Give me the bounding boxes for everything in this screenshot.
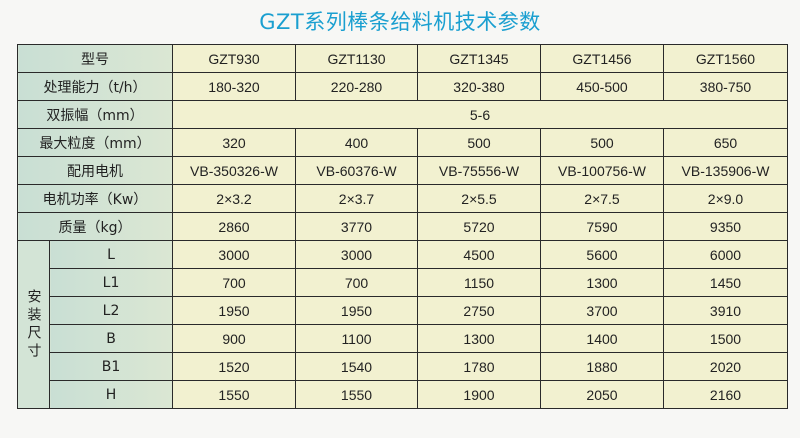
table-row: 双振幅（mm） 5-6: [17, 100, 788, 129]
row-label: 型号: [17, 44, 173, 73]
value-cell: 900: [172, 324, 296, 353]
value-cell: 6000: [663, 240, 788, 269]
value-cell: 1450: [663, 268, 788, 297]
row-label: 质量（kg）: [17, 212, 173, 241]
value-cell: 2×7.5: [540, 184, 664, 213]
value-cell: 1540: [295, 352, 418, 381]
install-row: 安装尺寸 L 3000 3000 4500 5600 6000: [17, 240, 788, 409]
value-cell: 1880: [540, 352, 664, 381]
install-row: B 900 1100 1300 1400 1500: [18, 324, 788, 353]
value-cell: 1400: [540, 324, 664, 353]
model-header: GZT1345: [417, 44, 541, 73]
table-row: 配用电机 VB-350326-W VB-60376-W VB-75556-W VB-10…: [17, 156, 788, 185]
value-cell: 180-320: [172, 72, 296, 101]
model-header: GZT1560: [663, 44, 788, 73]
model-header: GZT1130: [295, 44, 418, 73]
value-cell: VB-350326-W: [172, 156, 296, 185]
value-cell: 2750: [417, 296, 541, 325]
value-cell: 2050: [540, 380, 664, 409]
value-cell: 9350: [663, 212, 788, 241]
value-cell: 3910: [663, 296, 788, 325]
value-cell: VB-75556-W: [417, 156, 541, 185]
value-cell: 1520: [172, 352, 296, 381]
value-cell: 2×5.5: [417, 184, 541, 213]
table-row: 处理能力（t/h） 180-320 220-280 320-380 450-500 380…: [17, 72, 788, 101]
value-cell: VB-135906-W: [663, 156, 788, 185]
value-cell: 1300: [417, 324, 541, 353]
value-cell: 1550: [295, 380, 418, 409]
value-cell: 2020: [663, 352, 788, 381]
value-cell: 1500: [663, 324, 788, 353]
row-label: 电机功率（Kw）: [17, 184, 173, 213]
value-cell: 7590: [540, 212, 664, 241]
value-cell: 1100: [295, 324, 418, 353]
value-cell: 320: [172, 128, 296, 157]
table-row: 质量（kg） 2860 3770 5720 7590 9350: [17, 212, 788, 241]
row-label: L2: [49, 296, 173, 325]
value-cell: 3770: [295, 212, 418, 241]
value-cell: 1950: [172, 296, 296, 325]
row-label: B1: [49, 352, 173, 381]
table-row: 电机功率（Kw） 2×3.2 2×3.7 2×5.5 2×7.5 2×9.0: [17, 184, 788, 213]
value-cell: 1150: [417, 268, 541, 297]
value-cell: 2×3.7: [295, 184, 418, 213]
value-cell: 1300: [540, 268, 664, 297]
value-cell: 500: [417, 128, 541, 157]
value-cell: 380-750: [663, 72, 788, 101]
install-row: L2 1950 1950 2750 3700 3910: [18, 296, 788, 325]
value-cell: VB-60376-W: [295, 156, 418, 185]
value-cell: 5600: [540, 240, 664, 269]
model-header: GZT1456: [540, 44, 664, 73]
value-cell: 220-280: [295, 72, 418, 101]
value-cell: 3000: [295, 240, 418, 269]
value-cell: 1550: [172, 380, 296, 409]
value-cell: 4500: [417, 240, 541, 269]
value-cell: 3700: [540, 296, 664, 325]
value-cell: 2×9.0: [663, 184, 788, 213]
value-cell: 1900: [417, 380, 541, 409]
merged-value-cell: 5-6: [172, 100, 788, 129]
row-label: 双振幅（mm）: [17, 100, 173, 129]
value-cell: 650: [663, 128, 788, 157]
model-header: GZT930: [172, 44, 296, 73]
value-cell: 700: [172, 268, 296, 297]
value-cell: 2860: [172, 212, 296, 241]
row-label: L1: [49, 268, 173, 297]
value-cell: 3000: [172, 240, 296, 269]
install-group-label: 安装尺寸: [17, 240, 50, 409]
table-row: 最大粒度（mm） 320 400 500 500 650: [17, 128, 788, 157]
value-cell: 1780: [417, 352, 541, 381]
row-label: L: [49, 240, 173, 269]
page-title: GZT系列棒条给料机技术参数: [259, 10, 541, 34]
value-cell: 1950: [295, 296, 418, 325]
value-cell: 2×3.2: [172, 184, 296, 213]
install-row: L1 700 700 1150 1300 1450: [18, 268, 788, 297]
install-row: B1 1520 1540 1780 1880 2020: [18, 352, 788, 381]
value-cell: 700: [295, 268, 418, 297]
value-cell: 500: [540, 128, 664, 157]
value-cell: 5720: [417, 212, 541, 241]
row-label: 处理能力（t/h）: [17, 72, 173, 101]
row-label: 最大粒度（mm）: [17, 128, 173, 157]
row-label: 配用电机: [17, 156, 173, 185]
value-cell: 400: [295, 128, 418, 157]
row-label: B: [49, 324, 173, 353]
value-cell: 2160: [663, 380, 788, 409]
spec-table: 型号 GZT930 GZT1130 GZT1345 GZT1456 GZT1560 处理能力…: [17, 44, 788, 409]
row-label: H: [49, 380, 173, 409]
install-row: H 1550 1550 1900 2050 2160: [18, 380, 788, 409]
value-cell: 320-380: [417, 72, 541, 101]
value-cell: 450-500: [540, 72, 664, 101]
value-cell: VB-100756-W: [540, 156, 664, 185]
header-row: 型号 GZT930 GZT1130 GZT1345 GZT1456 GZT1560: [17, 44, 788, 73]
